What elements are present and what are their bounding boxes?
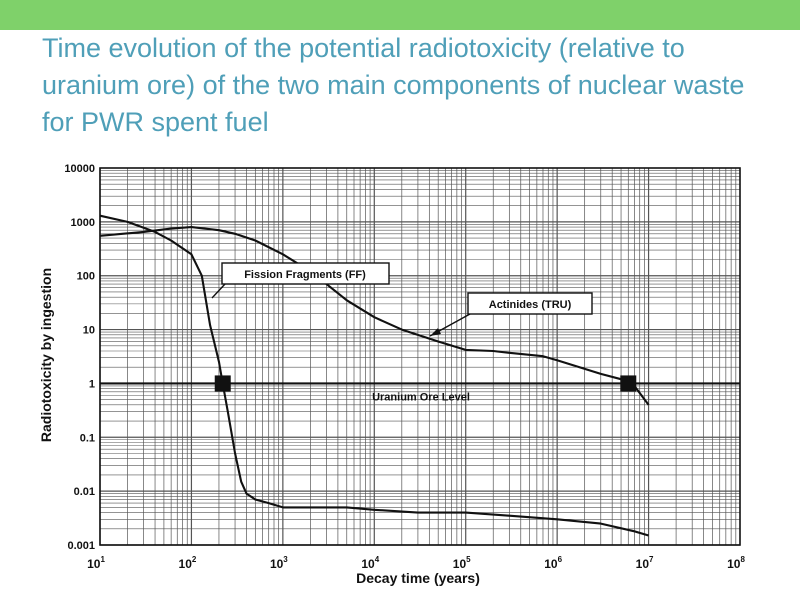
ff-callout-label: Fission Fragments (FF) [244, 269, 366, 281]
fission-fragments-line [99, 214, 649, 537]
slide-title: Time evolution of the potential radiotox… [42, 33, 745, 137]
y-tick-label: 10000 [64, 163, 95, 175]
y-tick-label: 1 [89, 378, 95, 390]
annotations: Fission Fragments (FF) Actinides (TRU) [211, 262, 593, 337]
x-tick-label: 106 [544, 555, 562, 571]
y-tick-label: 1000 [71, 217, 95, 229]
y-tick-label: 100 [77, 271, 95, 283]
tru-callout-label: Actinides (TRU) [489, 299, 572, 311]
y-tick-label: 0.01 [74, 486, 95, 498]
grid [99, 168, 740, 546]
tru-callout-arrowhead [430, 328, 441, 336]
series-layer [99, 214, 650, 537]
tru-callout-box [467, 292, 593, 315]
x-tick-label: 108 [727, 555, 745, 571]
plot-frame [99, 167, 741, 546]
y-tick-label: 0.001 [67, 540, 95, 552]
crossing-marker [620, 375, 637, 392]
uranium-ore-level-label: Uranium Ore Level [372, 391, 470, 403]
x-tick-label: 101 [87, 555, 105, 571]
x-tick-label: 104 [361, 555, 379, 571]
x-axis-label: Decay time (years) [356, 570, 480, 586]
y-tick-label: 10 [83, 325, 95, 337]
x-tick-label: 105 [453, 555, 471, 571]
ff-callout-box [221, 262, 390, 285]
y-tick-label: 0.1 [80, 432, 95, 444]
ff-callout-leader [211, 283, 226, 299]
accent-bar [0, 0, 800, 30]
actinides-line [99, 226, 650, 406]
y-axis-label: Radiotoxicity by ingestion [38, 268, 54, 442]
x-tick-label: 102 [179, 555, 197, 571]
plot-border [99, 167, 741, 546]
crossing-marker [214, 375, 231, 392]
tick-labels: 0.001 0.01 0.1 1 10 100 1000 10000 101 102 103 104 1… [64, 163, 745, 571]
x-tick-label: 103 [270, 555, 288, 571]
marker-layer [214, 375, 637, 392]
x-tick-label: 107 [636, 555, 654, 571]
